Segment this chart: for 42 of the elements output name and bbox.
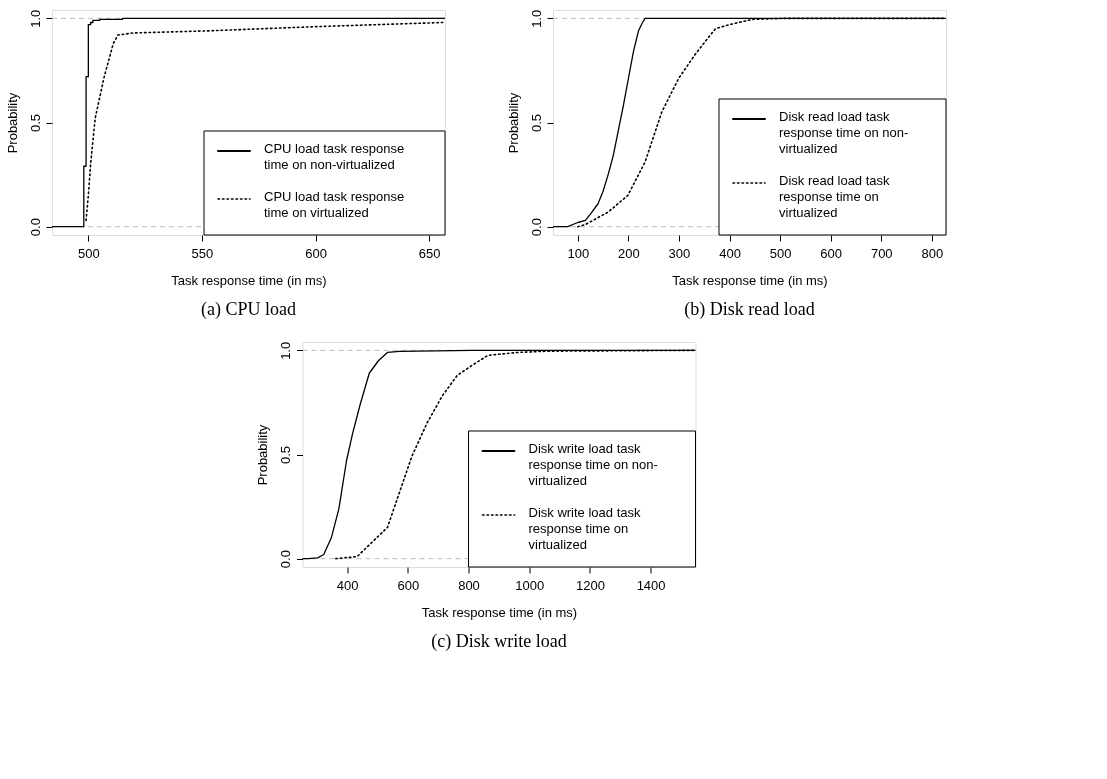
x-tick-label: 700 xyxy=(870,245,893,261)
x-axis-title: Task response time (in ms) xyxy=(421,604,578,620)
x-tick-label: 300 xyxy=(668,245,691,261)
legend-label: CPU load task response time on non-virtualized xyxy=(264,141,405,172)
y-axis-title: Probability xyxy=(255,424,270,486)
y-axis-title: Probability xyxy=(4,92,20,154)
y-tick-label: 0.0 xyxy=(27,218,43,237)
y-tick-label: 1.0 xyxy=(27,9,43,28)
x-tick-label: 1200 xyxy=(575,577,605,593)
y-tick-label: 1.0 xyxy=(528,9,544,28)
y-tick-label: 0.0 xyxy=(528,218,544,237)
x-tick-label: 550 xyxy=(191,245,214,261)
legend-label: Disk write load task response time on virtualized xyxy=(528,505,641,552)
y-tick-label: 0.5 xyxy=(528,113,544,133)
y-tick-label: 1.0 xyxy=(278,341,293,360)
x-tick-label: 650 xyxy=(418,245,441,261)
legend-label: Disk read load task response time on virtualized xyxy=(779,173,891,220)
x-tick-label: 1400 xyxy=(636,577,666,593)
y-tick-label: 0.5 xyxy=(27,113,43,133)
x-axis-title: Task response time (in ms) xyxy=(672,272,828,288)
x-tick-label: 600 xyxy=(305,245,327,261)
legend-label: CPU load task response time on virtualized xyxy=(264,189,405,220)
y-tick-label: 0.0 xyxy=(278,550,293,569)
x-tick-label: 200 xyxy=(618,245,640,261)
x-tick-label: 800 xyxy=(921,245,944,261)
x-tick-label: 500 xyxy=(78,245,100,261)
legend-label: Disk read load task response time on non-virtualized xyxy=(779,109,909,156)
text: (a) CPU load xyxy=(201,299,296,320)
x-tick-label: 400 xyxy=(336,577,359,593)
y-axis-title: Probability xyxy=(505,92,521,154)
x-tick-label: 1000 xyxy=(515,577,545,593)
text: (c) Disk write load xyxy=(431,631,567,652)
x-tick-label: 800 xyxy=(458,577,480,593)
x-axis-title: Task response time (in ms) xyxy=(171,272,327,288)
x-tick-label: 600 xyxy=(820,245,843,261)
text: (b) Disk read load xyxy=(684,299,815,320)
x-tick-label: 400 xyxy=(719,245,741,261)
legend-label: Disk write load task response time on non-virtualized xyxy=(528,441,658,488)
x-tick-label: 500 xyxy=(769,245,792,261)
x-tick-label: 600 xyxy=(397,577,420,593)
y-tick-label: 0.5 xyxy=(278,445,293,465)
x-tick-label: 100 xyxy=(567,245,590,261)
